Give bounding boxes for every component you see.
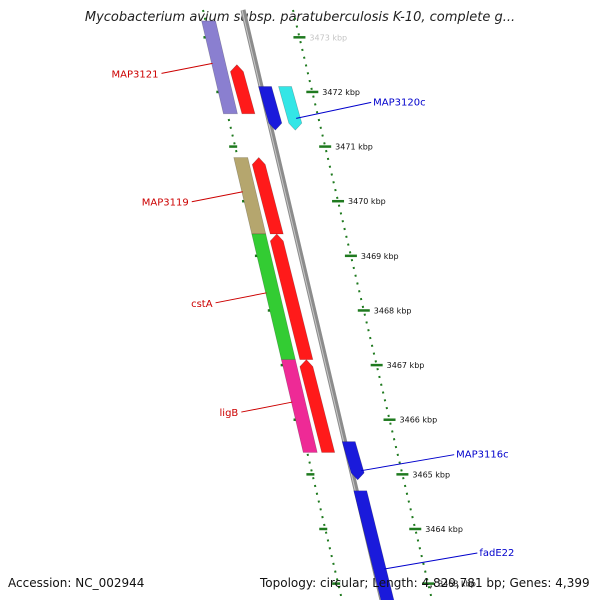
- map-title: Mycobacterium avium subsp. paratuberculo…: [84, 10, 516, 25]
- topology-text: Topology: circular; Length: 4,829,781 bp…: [260, 576, 590, 590]
- tick-label: 3469 kbp: [361, 252, 399, 261]
- tick-label: 3470 kbp: [348, 197, 386, 206]
- tick-label: 3472 kbp: [322, 88, 360, 97]
- gene-label: MAP3116c: [456, 450, 508, 461]
- gene-label: cstA: [191, 299, 213, 310]
- gene-label: ligB: [220, 408, 239, 419]
- tick-label: 3467 kbp: [387, 361, 425, 370]
- gene-label-leader: [161, 62, 213, 74]
- gene-feature: [341, 441, 365, 481]
- gene-label-leader: [191, 191, 243, 203]
- tick-label: 3465 kbp: [412, 470, 450, 479]
- gene-feature: [258, 86, 283, 131]
- cds-feature: [230, 64, 256, 115]
- cds-track: [230, 64, 336, 453]
- tick-rails: [202, 9, 433, 600]
- gene-label-leader: [241, 401, 293, 413]
- gene-label-leader: [361, 454, 455, 472]
- gene-label-leader: [215, 292, 267, 304]
- gene-label-leader: [384, 552, 478, 570]
- tick-label: 3468 kbp: [374, 306, 412, 315]
- tick-label: 3464 kbp: [425, 525, 463, 534]
- gene-track: MAP3121 MAP3120c MAP3119 cstA ligB MAP3116c fa…: [112, 20, 514, 600]
- cds-feature: [299, 359, 336, 453]
- forward-tick-rail: [202, 9, 343, 600]
- tick-label: 3471 kbp: [335, 143, 373, 152]
- tick-label: 3463 kbp: [438, 580, 476, 589]
- cds-feature: [251, 157, 284, 235]
- gene-feature: [280, 359, 318, 453]
- gene-label-leader: [296, 101, 372, 119]
- scale-ticks: 3473 kbp 3472 kbp 3471 kbp 3470 kbp 3469 kbp…: [203, 33, 476, 589]
- reverse-tick-rail: [292, 9, 433, 600]
- gene-feature: [278, 86, 303, 131]
- gene-label: fadE22: [479, 548, 514, 559]
- gene-feature: [201, 20, 238, 115]
- gene-label: MAP3119: [142, 198, 189, 209]
- gene-feature: [353, 490, 395, 600]
- tick-label: 3473 kbp: [309, 33, 347, 42]
- gene-label: MAP3120c: [373, 97, 425, 108]
- gene-label: MAP3121: [112, 69, 159, 80]
- accession-text: Accession: NC_002944: [8, 576, 145, 590]
- tick-label: 3466 kbp: [400, 416, 438, 425]
- cds-feature: [269, 233, 314, 360]
